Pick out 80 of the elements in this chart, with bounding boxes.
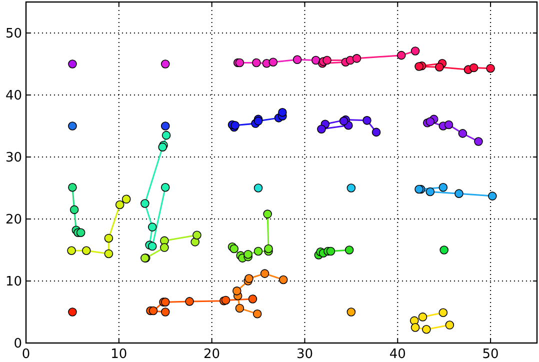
point (410, 46, 420, 56)
point (372, 128, 381, 137)
y-tick-label: 0 (14, 336, 22, 352)
point (410, 323, 420, 332)
x-tick-label: 50 (482, 347, 499, 362)
point (68, 122, 77, 130)
point (76, 228, 86, 238)
point (148, 306, 158, 316)
point (260, 269, 270, 278)
point (244, 250, 252, 259)
x-tick-label: 30 (296, 347, 313, 362)
point (254, 246, 263, 256)
point (252, 58, 261, 68)
point (185, 297, 194, 306)
point (162, 130, 171, 140)
point (445, 320, 454, 330)
point (278, 275, 288, 284)
point (396, 50, 406, 60)
point (67, 246, 76, 256)
point (418, 312, 428, 322)
y-tick-label: 40 (5, 88, 22, 104)
point (104, 249, 114, 258)
point (426, 187, 435, 196)
point (444, 120, 454, 130)
point (148, 222, 157, 232)
point (268, 58, 278, 67)
point (469, 63, 478, 72)
point (70, 205, 79, 214)
point (68, 60, 77, 68)
point (160, 308, 170, 316)
point (414, 62, 424, 71)
point (454, 189, 464, 198)
point (486, 64, 495, 73)
point (362, 116, 372, 125)
x-tick-label: 10 (110, 347, 128, 362)
point (68, 308, 77, 316)
point (115, 200, 124, 210)
point (148, 242, 157, 251)
point (68, 182, 77, 192)
point (488, 192, 497, 200)
point (192, 230, 202, 240)
point (326, 246, 336, 256)
point (440, 246, 448, 254)
x-tick-label: 40 (389, 347, 406, 362)
point (232, 286, 242, 296)
point (263, 210, 272, 218)
point (346, 308, 356, 316)
point (160, 60, 170, 68)
y-tick-label: 30 (5, 150, 22, 166)
point (474, 137, 483, 146)
point (438, 182, 448, 192)
point (278, 108, 287, 117)
point (82, 246, 91, 256)
point (160, 122, 170, 130)
y-tick-label: 20 (5, 212, 22, 228)
point (346, 184, 356, 192)
point (160, 243, 169, 252)
point (140, 199, 150, 208)
point (235, 304, 244, 313)
point (458, 129, 468, 138)
point (104, 234, 114, 243)
point (252, 309, 262, 318)
point (426, 117, 435, 126)
y-tick-label: 10 (5, 274, 22, 290)
x-tick-label: 20 (204, 347, 220, 362)
point (438, 308, 448, 318)
point (352, 54, 362, 63)
point (435, 62, 444, 72)
point (254, 184, 263, 192)
point (292, 55, 302, 64)
point (344, 246, 354, 254)
point (160, 182, 170, 192)
point (322, 56, 332, 65)
point (244, 274, 254, 283)
point (317, 124, 326, 134)
y-tick-label: 50 (5, 26, 22, 42)
point (248, 294, 258, 304)
point (122, 194, 131, 204)
point (264, 244, 273, 254)
point (422, 324, 431, 334)
